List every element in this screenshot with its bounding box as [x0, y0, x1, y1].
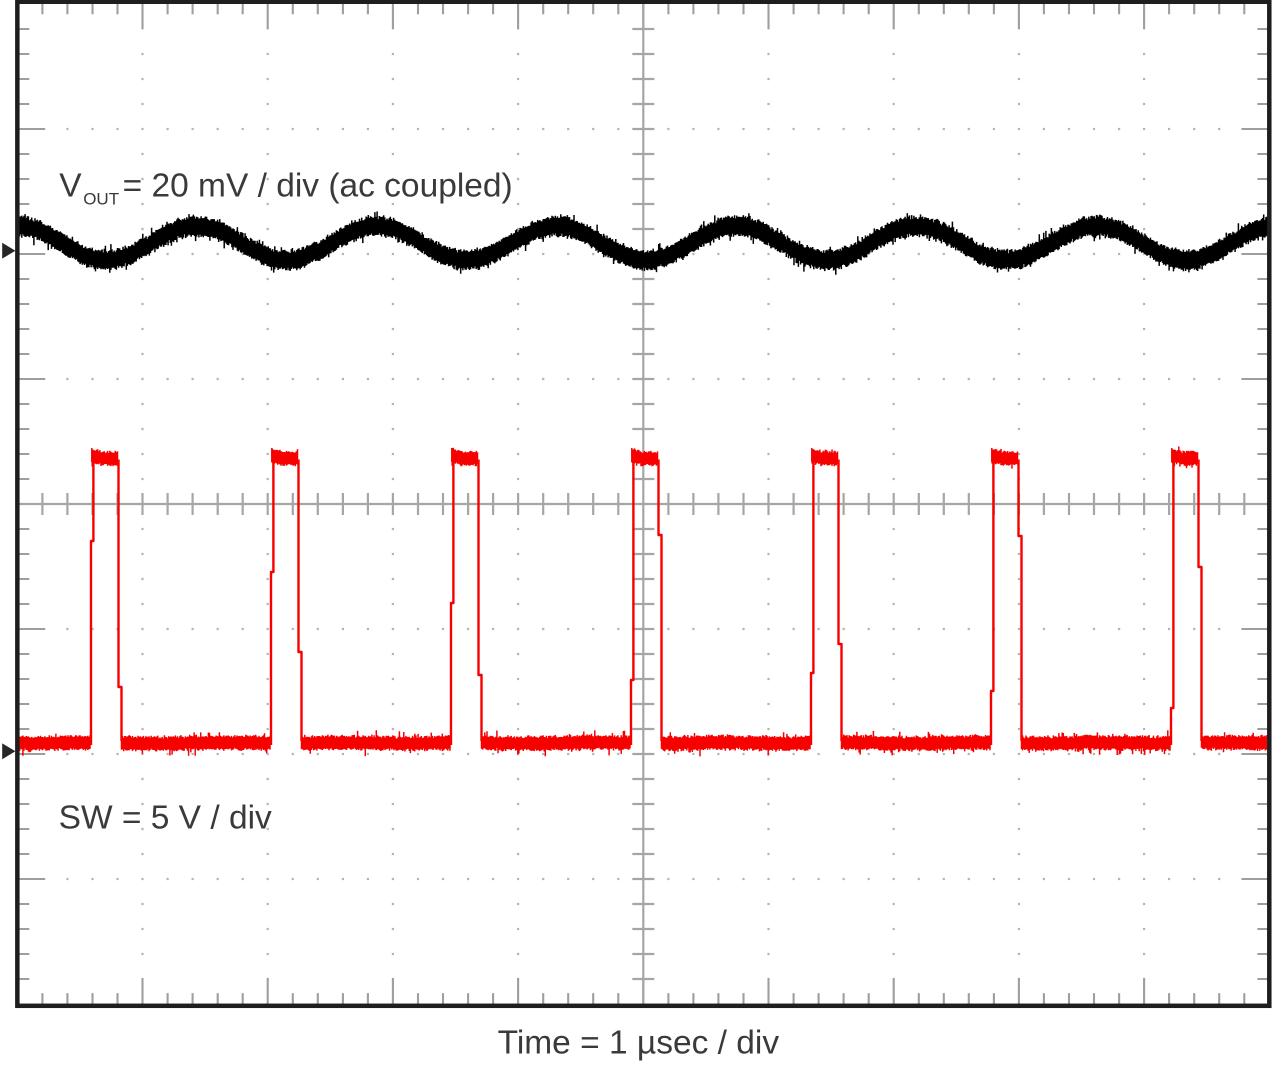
- svg-text:Time = 1 µsec / div: Time = 1 µsec / div: [498, 1025, 780, 1062]
- svg-text:VOUT= 20 mV / div (ac coupled): VOUT = 20 mV / div (ac coupled): [59, 168, 512, 209]
- svg-text:SW = 5 V / div: SW = 5 V / div: [59, 800, 272, 837]
